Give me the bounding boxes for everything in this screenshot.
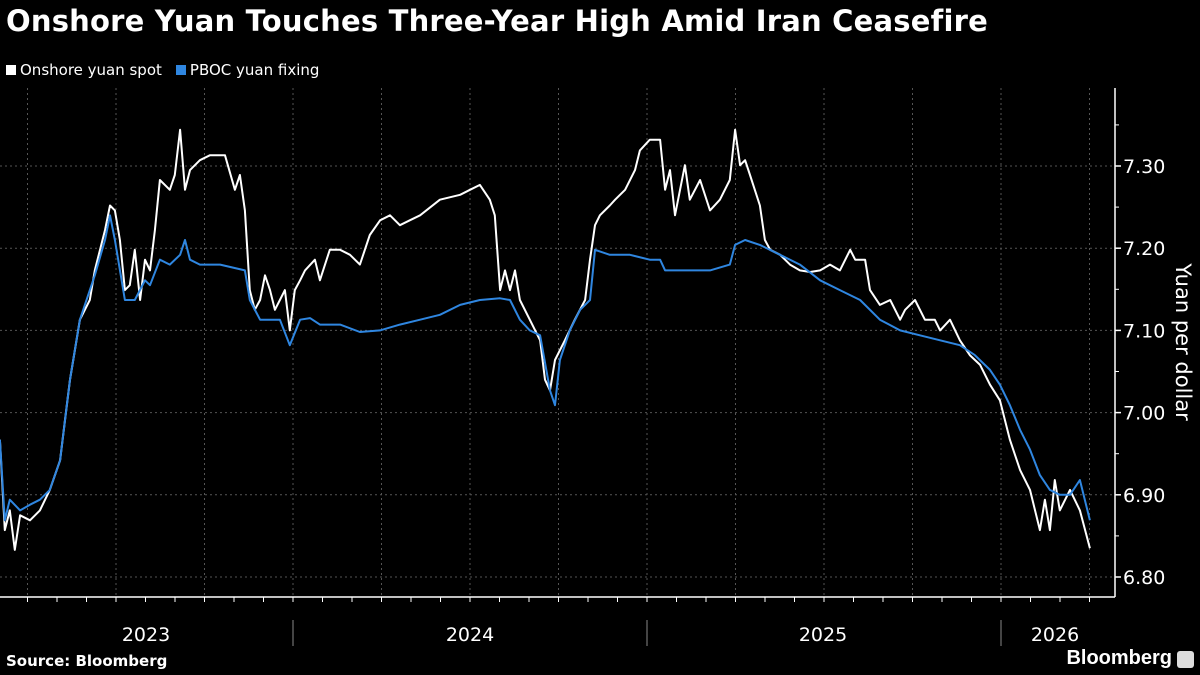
legend-item-spot: Onshore yuan spot [6,61,162,79]
legend-item-fixing: PBOC yuan fixing [175,61,320,79]
legend-label-fixing: PBOC yuan fixing [189,61,320,79]
y-axis-title: Yuan per dollar [1171,262,1195,421]
x-tick-label: 2026 [1031,624,1079,646]
x-tick-label: 2025 [799,624,847,646]
legend-swatch-spot [6,65,16,75]
x-tick-label: 2024 [446,624,494,646]
series-line-pboc-fixing [0,214,1091,522]
y-tick-label: 6.90 [1123,485,1165,507]
bloomberg-chart-icon [1177,651,1194,668]
bloomberg-logo: Bloomberg [1066,647,1172,669]
x-tick-label: 2023 [122,624,170,646]
legend: Onshore yuan spot PBOC yuan fixing [6,61,319,79]
chart-title: Onshore Yuan Touches Three-Year High Ami… [6,4,988,38]
source-note: Source: Bloomberg [6,652,168,670]
legend-label-spot: Onshore yuan spot [20,61,162,79]
y-tick-label: 7.30 [1123,156,1165,178]
y-tick-label: 7.00 [1123,403,1165,425]
series-line-onshore-spot [0,128,1091,551]
y-tick-label: 7.10 [1123,320,1165,342]
y-tick-label: 6.80 [1123,567,1165,589]
y-tick-label: 7.20 [1123,238,1165,260]
legend-swatch-fixing [175,65,186,75]
